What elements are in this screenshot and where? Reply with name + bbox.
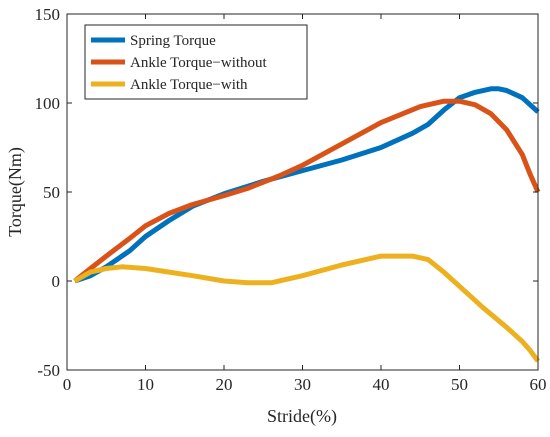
y-axis-title: Torque(Nm) [5, 147, 26, 237]
legend-label-ankle-torque-with: Ankle Torque−with [130, 77, 248, 93]
series-line-ankle-torque-with [73, 253, 541, 363]
series-line-spring-torque [74, 86, 540, 284]
y-tick-label: 100 [35, 94, 61, 113]
x-tick-label: 40 [373, 375, 390, 394]
legend: Spring Torque Ankle Torque−without Ankle… [84, 24, 308, 100]
series-layer [73, 86, 541, 363]
y-tick-label: -50 [37, 361, 60, 380]
y-tick-label: 150 [35, 5, 61, 24]
x-tick-label: 60 [530, 375, 547, 394]
x-tick-label: 10 [137, 375, 154, 394]
x-tick-label: 0 [63, 375, 72, 394]
y-tick-label: 50 [43, 183, 60, 202]
x-tick-label: 20 [216, 375, 233, 394]
x-axis-title: Stride(%) [267, 406, 337, 427]
x-tick-label: 30 [294, 375, 311, 394]
legend-label-ankle-torque-without: Ankle Torque−without [130, 55, 268, 71]
x-tick-label: 50 [451, 375, 468, 394]
y-tick-label: 0 [52, 272, 61, 291]
series-line-ankle-torque-without [73, 98, 541, 283]
legend-label-spring-torque: Spring Torque [130, 33, 216, 49]
